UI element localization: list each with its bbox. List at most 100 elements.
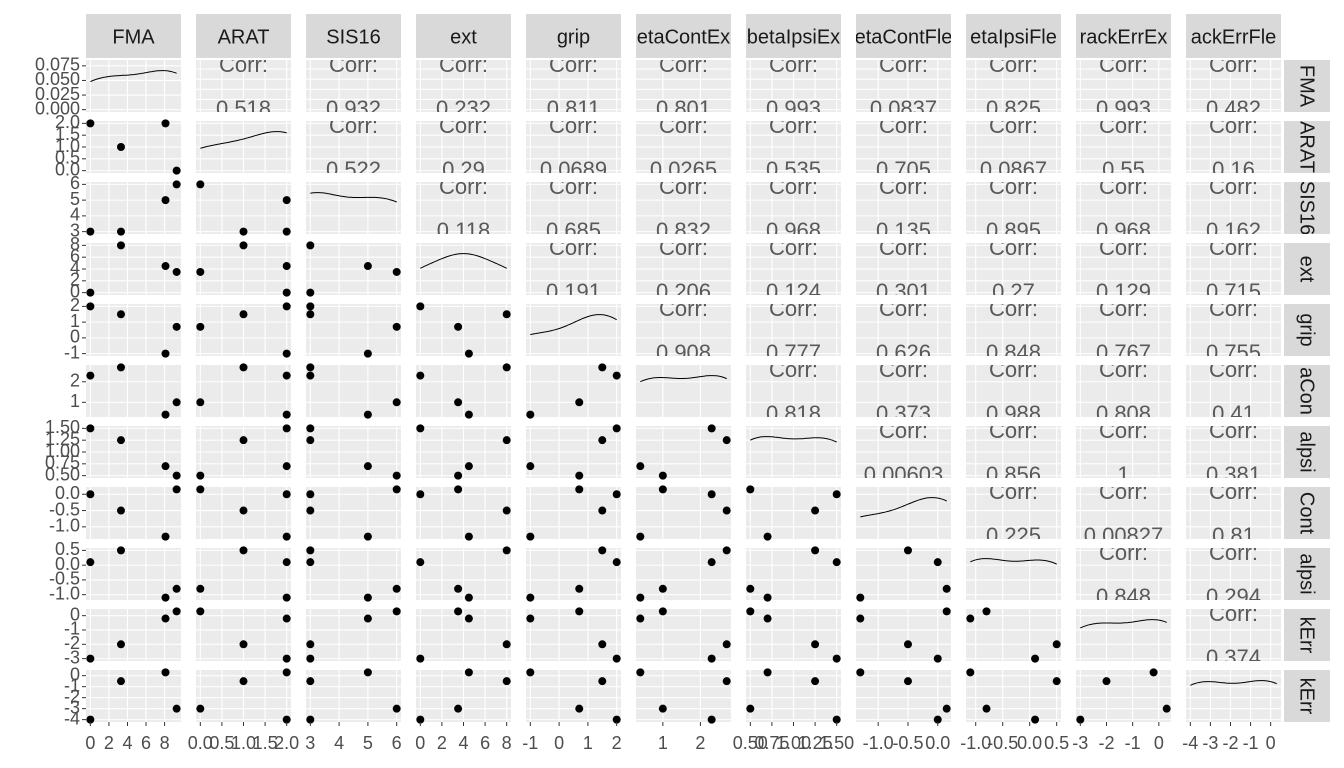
point bbox=[86, 288, 95, 297]
point bbox=[832, 490, 841, 499]
strip-label: SIS16 bbox=[1296, 181, 1318, 235]
corr-value: 0.932 bbox=[326, 96, 381, 121]
panel-background bbox=[86, 182, 181, 234]
panel: Corr: 0.0689 bbox=[526, 121, 621, 173]
point bbox=[116, 143, 125, 151]
panel bbox=[636, 485, 731, 541]
point bbox=[526, 614, 535, 623]
top-strip: SIS16 bbox=[306, 14, 401, 58]
x-tick-label: 0.75 bbox=[754, 733, 789, 753]
point bbox=[722, 546, 731, 555]
panel: Corr: 0.832 bbox=[636, 182, 731, 243]
corr-label: Corr: bbox=[769, 174, 818, 199]
panel-background bbox=[1186, 304, 1281, 356]
point bbox=[464, 593, 473, 602]
point bbox=[86, 119, 95, 128]
panel bbox=[416, 363, 511, 419]
corr-value: 0.832 bbox=[656, 218, 711, 243]
strip-background bbox=[1284, 60, 1330, 112]
point bbox=[306, 640, 315, 649]
corr-value: 0.715 bbox=[1206, 279, 1261, 304]
panel bbox=[526, 363, 621, 419]
panel: Corr: 0.848 bbox=[966, 304, 1061, 356]
x-tick-label: -0.5 bbox=[987, 733, 1018, 753]
point bbox=[636, 593, 645, 602]
strip-label: etaIpsiFle bbox=[970, 26, 1057, 48]
point bbox=[982, 607, 991, 616]
point bbox=[282, 262, 291, 271]
y-tick-label: 0 bbox=[70, 327, 80, 347]
panel: Corr: 0.301 bbox=[856, 243, 951, 295]
point bbox=[598, 640, 607, 649]
y-tick-label: 1.50 bbox=[45, 417, 80, 437]
panel-background bbox=[306, 304, 401, 356]
point bbox=[306, 558, 315, 567]
y-tick-label: 6 bbox=[70, 173, 80, 193]
panel bbox=[416, 424, 511, 480]
corr-label: Corr: bbox=[1209, 601, 1258, 626]
corr-label: Corr: bbox=[989, 174, 1038, 199]
strip-background bbox=[196, 14, 291, 58]
corr-label: Corr: bbox=[329, 52, 378, 77]
panel-background bbox=[1076, 670, 1171, 722]
point bbox=[746, 584, 755, 593]
point bbox=[392, 471, 401, 480]
point bbox=[933, 715, 942, 724]
panel bbox=[306, 546, 401, 602]
panel bbox=[306, 424, 401, 480]
corr-label: Corr: bbox=[1209, 296, 1258, 321]
panel bbox=[966, 668, 1061, 724]
point bbox=[306, 371, 315, 380]
point bbox=[172, 485, 181, 494]
corr-label: Corr: bbox=[659, 296, 708, 321]
corr-value: 0.705 bbox=[876, 157, 931, 182]
panel bbox=[196, 485, 291, 541]
corr-value: 0.818 bbox=[766, 401, 821, 426]
corr-value: 0.55 bbox=[1102, 157, 1145, 182]
point bbox=[116, 546, 125, 555]
y-tick-label: 1.25 bbox=[45, 429, 80, 449]
x-tick-label: 2 bbox=[104, 733, 114, 753]
panel: Corr: 0.41 bbox=[1186, 365, 1281, 417]
corr-value: 0.968 bbox=[1096, 218, 1151, 243]
point bbox=[172, 584, 181, 593]
strip-label: FMA bbox=[112, 26, 155, 48]
panel-background bbox=[966, 548, 1061, 600]
point bbox=[282, 532, 291, 541]
panel bbox=[306, 302, 401, 358]
corr-label: Corr: bbox=[989, 113, 1038, 138]
point bbox=[575, 398, 584, 407]
corr-label: Corr: bbox=[989, 418, 1038, 443]
panel bbox=[1076, 609, 1171, 661]
point bbox=[363, 462, 372, 471]
panel: Corr: 0.848 bbox=[1076, 548, 1171, 600]
corr-label: Corr: bbox=[879, 113, 928, 138]
point bbox=[306, 363, 315, 372]
point bbox=[832, 654, 841, 663]
panel-background bbox=[856, 304, 951, 356]
panel: Corr: 0.968 bbox=[746, 174, 841, 234]
point bbox=[942, 704, 951, 713]
point bbox=[363, 593, 372, 602]
panel: Corr: 0.818 bbox=[746, 365, 841, 426]
point bbox=[282, 424, 291, 433]
point bbox=[763, 614, 772, 623]
point bbox=[282, 614, 291, 623]
panel: Corr: 0.993 bbox=[746, 60, 841, 112]
corr-value: 0.988 bbox=[986, 401, 1041, 426]
point bbox=[1102, 677, 1111, 686]
x-tick-label: 0 bbox=[85, 733, 95, 753]
point bbox=[282, 715, 291, 724]
y-tick-label: -1.0 bbox=[49, 516, 80, 536]
point bbox=[416, 558, 425, 567]
strip-background bbox=[1284, 365, 1330, 417]
y-tick-label: 2 bbox=[70, 295, 80, 315]
corr-label: Corr: bbox=[879, 357, 928, 382]
panel-background bbox=[526, 365, 621, 417]
point bbox=[86, 490, 95, 499]
top-strip: ackErrFle bbox=[1186, 14, 1281, 58]
point bbox=[526, 532, 535, 541]
strip-background bbox=[1284, 243, 1330, 295]
panel bbox=[416, 302, 511, 358]
panel-background bbox=[306, 182, 401, 234]
